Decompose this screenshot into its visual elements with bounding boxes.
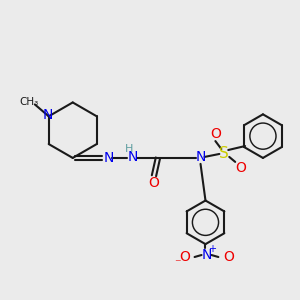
Text: O: O — [179, 250, 190, 264]
Text: O: O — [148, 176, 159, 190]
Text: N: N — [128, 150, 138, 164]
Text: N: N — [103, 151, 114, 165]
Text: H: H — [125, 144, 134, 154]
Text: O: O — [236, 161, 247, 175]
Text: CH₃: CH₃ — [19, 98, 38, 107]
Text: +: + — [208, 244, 216, 254]
Text: ⁻: ⁻ — [174, 257, 181, 270]
Text: N: N — [201, 248, 212, 262]
Text: N: N — [195, 150, 206, 164]
Text: S: S — [219, 146, 229, 161]
Text: O: O — [210, 127, 221, 141]
Text: N: N — [43, 108, 53, 122]
Text: O: O — [223, 250, 234, 264]
